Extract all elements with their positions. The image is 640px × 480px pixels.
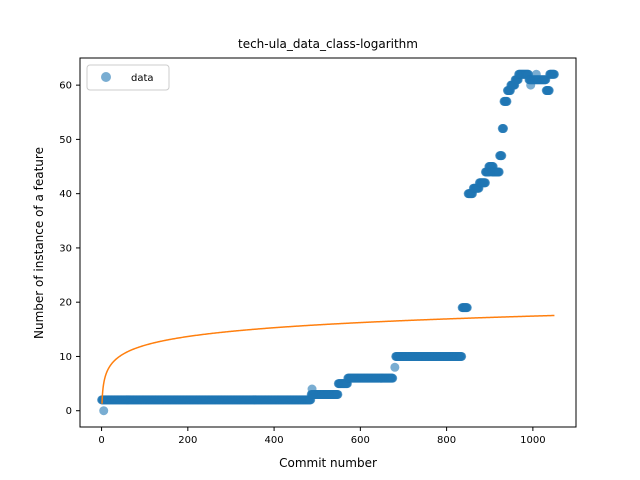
data-point [526,80,536,90]
fit-line [101,314,555,404]
legend: data [86,64,170,91]
data-point [388,373,398,383]
data-point [99,406,109,416]
x-axis-label: Commit number [279,456,377,470]
data-point [508,80,518,90]
data-point [333,389,343,399]
chart-title: tech-ula_data_class-logarithm [238,37,418,51]
axes-frame [79,57,577,428]
x-tick-label: 600 [351,435,370,446]
x-axis-ticks: 0 200 400 600 800 1000 [98,427,546,446]
data-point [307,384,317,394]
data-layer [97,69,559,416]
legend-label-data: data [131,73,154,84]
data-point [499,124,509,134]
data-point [549,69,559,79]
data-point [544,86,554,96]
data-point [457,351,467,361]
y-axis-ticks: 0 10 20 30 40 50 60 [59,81,80,417]
fit-layer [101,314,555,404]
data-point [462,303,472,313]
x-tick-label: 0 [98,435,104,446]
data-point [497,151,507,161]
y-axis-label: Number of instance of a feature [32,147,46,339]
data-point [502,96,512,106]
x-tick-label: 800 [437,435,456,446]
plot-area [80,58,576,427]
y-tick-label: 20 [59,298,72,309]
data-point [531,69,541,79]
y-tick-label: 30 [59,243,72,254]
y-tick-label: 0 [66,406,72,417]
legend-marker-data [101,72,111,82]
x-tick-label: 400 [265,435,284,446]
y-tick-label: 60 [59,81,72,92]
legend-box [86,64,170,91]
x-tick-label: 200 [178,435,197,446]
data-point [390,362,400,372]
y-tick-label: 50 [59,135,72,146]
data-point [480,178,490,188]
x-tick-label: 1000 [520,435,545,446]
y-tick-label: 40 [59,189,72,200]
data-point [494,167,504,177]
y-tick-label: 10 [59,352,72,363]
